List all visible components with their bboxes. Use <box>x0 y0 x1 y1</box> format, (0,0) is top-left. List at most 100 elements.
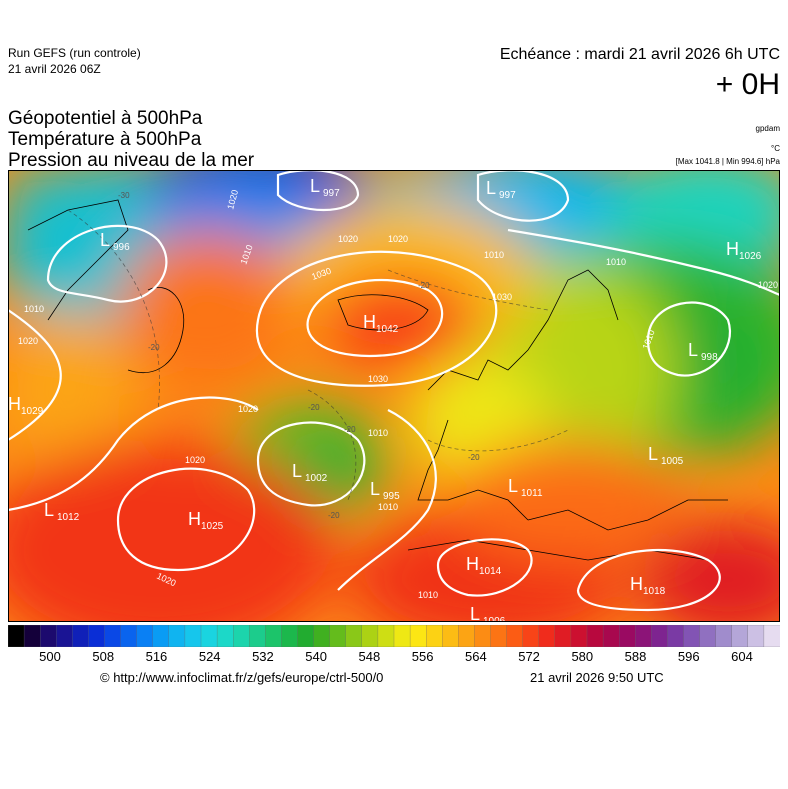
isobar-labels: 1020 1010 1020 1030 1030 1030 1020 1010 … <box>18 189 778 600</box>
pressure-center: L 1012 <box>44 500 80 523</box>
coast-iceland <box>337 294 429 331</box>
pressure-center-type: L <box>648 444 658 464</box>
colorbar-cell <box>667 625 685 647</box>
pressure-center: L 1011 <box>508 476 543 499</box>
colorbar-tick-label: 516 <box>145 649 168 664</box>
colorbar-tick-label: 524 <box>198 649 221 664</box>
isobar <box>8 396 259 512</box>
pressure-center: L 996 <box>100 230 130 253</box>
pressure-center-value: 1042 <box>376 324 399 335</box>
isotherm <box>427 429 569 452</box>
pressure-center-type: H <box>726 239 739 259</box>
pressure-center-type: L <box>508 476 518 496</box>
isobar <box>576 548 721 612</box>
isobar-label: 1020 <box>238 404 258 414</box>
colorbar-cell <box>168 625 186 647</box>
colorbar-cell <box>120 625 138 647</box>
isobar-label: 1030 <box>492 292 512 302</box>
pressure-center-value: 1002 <box>305 473 328 484</box>
pressure-center: H 1014 <box>466 554 502 577</box>
pressure-center-type: H <box>363 312 376 332</box>
pressure-center-type: H <box>466 554 479 574</box>
isobar-label: 1010 <box>606 257 626 267</box>
temperature-field <box>8 170 780 622</box>
colorbar-tick-label: 580 <box>571 649 594 664</box>
run-title: Run GEFS (run controle) <box>8 46 141 60</box>
colorbar-tick-label: 500 <box>39 649 61 664</box>
isotherm <box>387 269 549 311</box>
pressure-center: H 1042 <box>363 312 399 335</box>
colorbar-cell <box>763 625 780 647</box>
colorbar-cell <box>265 625 282 647</box>
pressure-center: L 998 <box>688 340 718 363</box>
unit-geopotential: gpdam <box>755 124 780 133</box>
coast-scandinavia <box>427 269 619 391</box>
pressure-center: L 995 <box>370 479 400 502</box>
pressure-center-value: 998 <box>701 352 718 363</box>
pressure-center-value: 1012 <box>57 512 80 523</box>
unit-temperature: °C <box>771 144 780 153</box>
pressure-center: H 1026 <box>726 239 762 262</box>
colorbar-cell <box>747 625 765 647</box>
colorbar-cell <box>40 625 57 647</box>
product-geopotential: Géopotentiel à 500hPa <box>8 108 203 129</box>
pressure-center-value: 1005 <box>661 456 684 467</box>
pressure-center-value: 1014 <box>479 566 502 577</box>
isobar <box>256 421 366 507</box>
isobar <box>255 250 498 387</box>
forecast-offset: + 0H <box>715 68 780 101</box>
isotherm-label: -20 <box>308 403 320 412</box>
coast-north-africa <box>407 539 709 561</box>
pressure-center-value: 995 <box>383 491 400 502</box>
colorbar-cell <box>651 625 668 647</box>
isobar-label: 1020 <box>758 280 778 290</box>
colorbar-cell <box>522 625 540 647</box>
colorbar-cell <box>297 625 315 647</box>
colorbar-cell <box>409 625 427 647</box>
pressure-center-type: L <box>688 340 698 360</box>
isobar-label: 1030 <box>368 374 388 384</box>
colorbar-tick-label: 588 <box>624 649 647 664</box>
pressure-center-value: 1029 <box>21 406 44 417</box>
isobar <box>306 278 444 357</box>
pressure-center-type: L <box>370 479 380 499</box>
colorbar-tick-label: 540 <box>305 649 327 664</box>
isobar-label: 1020 <box>388 234 408 244</box>
isotherm <box>307 389 357 501</box>
colorbar-cell <box>586 625 604 647</box>
pressure-center-value: 1011 <box>521 488 543 499</box>
colorbar-cell <box>377 625 395 647</box>
colorbar-cell <box>602 625 620 647</box>
pressure-center-type: L <box>292 461 302 481</box>
colorbar-cell <box>281 625 299 647</box>
isotherm-label: -20 <box>344 425 356 434</box>
colorbar-tick-label: 548 <box>358 649 381 664</box>
isotherm-label: -20 <box>148 343 160 352</box>
unit-pressure-range: [Max 1041.8 | Min 994.6] hPa <box>675 157 780 166</box>
isobar-label: 1020 <box>338 234 358 244</box>
colorbar-cell <box>361 625 379 647</box>
isobar <box>116 467 256 572</box>
colorbar-cell <box>152 625 170 647</box>
pressure-center: L 1002 <box>292 461 328 484</box>
isotherm-labels: -20 -20 -20 -20 -20 -20 -30 <box>118 191 480 520</box>
pressure-center: H 1018 <box>630 574 666 597</box>
colorbar-cell <box>8 625 25 647</box>
colorbar-cell <box>345 625 363 647</box>
pressure-center-value: 997 <box>323 188 340 199</box>
isobar <box>337 409 437 591</box>
pressure-center-value: 996 <box>113 242 130 253</box>
isobar-label: 1010 <box>24 304 44 314</box>
colorbar-cell <box>56 625 73 647</box>
colorbar-tick-label: 596 <box>677 649 700 664</box>
colorbar-tick-label: 604 <box>731 649 753 664</box>
isobar <box>46 224 168 303</box>
colorbar-tick-label: 564 <box>464 649 487 664</box>
colorbar-cell <box>570 625 588 647</box>
isotherm <box>67 209 160 411</box>
colorbar-cell <box>329 625 347 647</box>
colorbar-cell <box>136 625 154 647</box>
colorbar-cell <box>635 625 652 647</box>
colorbar-tick-label: 556 <box>411 649 434 664</box>
